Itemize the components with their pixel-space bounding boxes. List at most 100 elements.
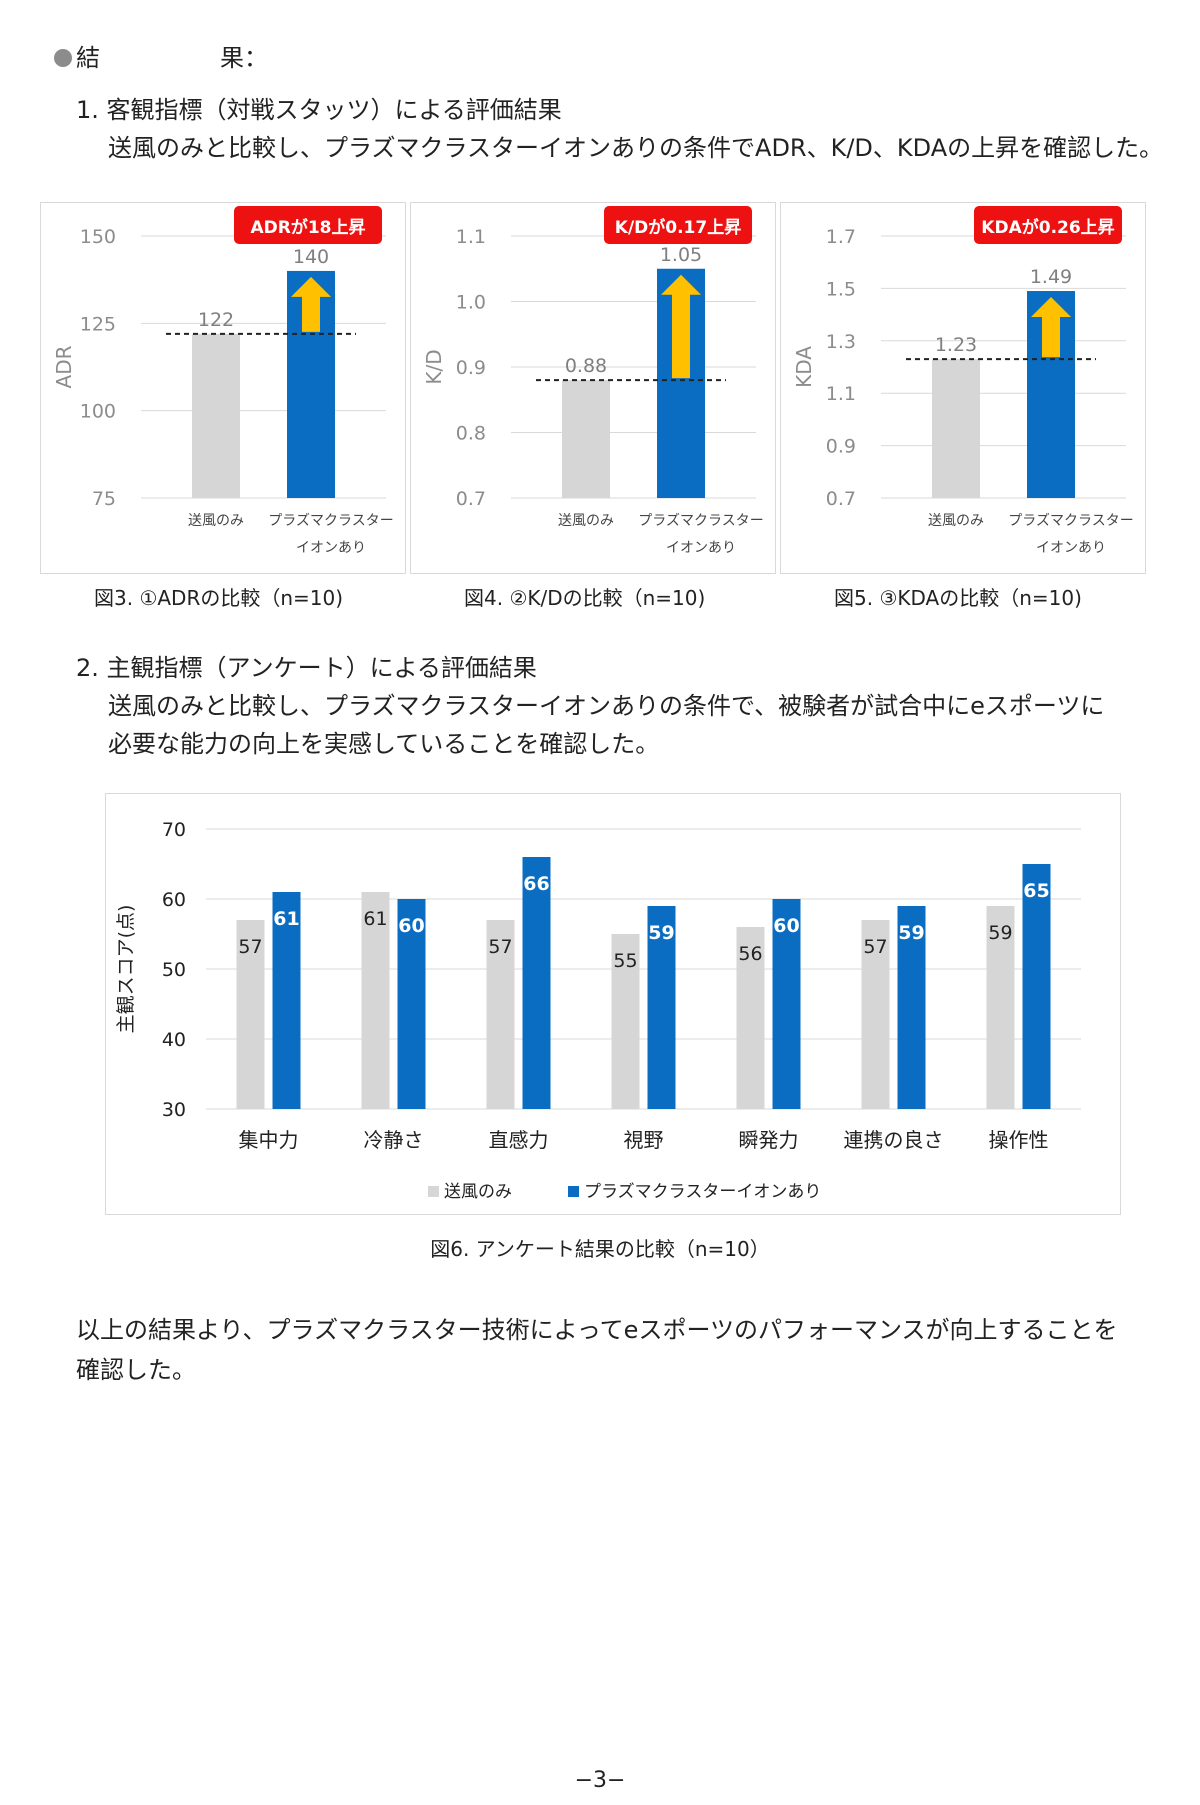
y-axis-title: K/D (422, 349, 446, 384)
figure6-caption: 図6. アンケート結果の比較（n=10） (430, 1237, 770, 1261)
increase-badge-label: KDAが0.26上昇 (981, 217, 1114, 238)
y-tick-label: 60 (162, 889, 186, 911)
x-tick-label: イオンあり (1036, 540, 1106, 556)
kda-chart-frame: 0.7 0.9 1.1 1.3 1.5 1.7 KDA 1.23 1.49 送風のみ プラズマクラス… (780, 202, 1146, 574)
y-tick-label: 70 (162, 819, 186, 841)
x-tick-label: 送風のみ (558, 513, 614, 529)
bar-baseline (361, 892, 390, 1109)
x-tick-label: 直感力 (489, 1128, 549, 1152)
bar-plasmacluster (772, 899, 801, 1109)
x-tick-label: プラズマクラスター (1008, 513, 1133, 529)
page-number: −3− (574, 1768, 626, 1793)
y-tick-label: 0.7 (456, 488, 486, 510)
bullet-dot (54, 49, 72, 67)
y-axis-title: KDA (792, 346, 816, 388)
increase-badge (234, 206, 382, 244)
x-tick-label: 送風のみ (928, 513, 984, 529)
conclusion-line2: 確認した。 (76, 1356, 196, 1384)
survey-chart: 30 40 50 60 70 主観スコア(点) 57 61 集中力 61 60 冷静さ 57 66 直感力 5… (115, 819, 1081, 1202)
results-heading-label: 結 (76, 44, 100, 72)
x-tick-label: 送風のみ (188, 513, 244, 529)
increase-badge (974, 206, 1122, 244)
value-label-plasmacluster: 60 (773, 915, 799, 937)
value-label-plasmacluster: 59 (898, 922, 924, 944)
results-heading: 結 果： (54, 38, 268, 73)
y-tick-label: 1.0 (456, 292, 486, 314)
increase-badge-label: ADRが18上昇 (250, 217, 365, 238)
increase-arrow (291, 276, 331, 332)
bar-baseline (986, 906, 1015, 1109)
bar-baseline (861, 920, 890, 1109)
value-label-baseline: 122 (198, 309, 234, 331)
adr-chart: 75 100 125 150 ADR 122 140 送風のみ プラズマクラスターイオンあり AD… (52, 206, 394, 556)
y-tick-label: 1.7 (826, 226, 856, 248)
value-label-baseline: 57 (238, 936, 262, 958)
section2-body-line2: 必要な能力の向上を実感していることを確認した。 (108, 730, 660, 758)
legend-label-baseline: 送風のみ (444, 1182, 512, 1202)
section1-title: 1. 客観指標（対戦スタッツ）による評価結果 (76, 96, 562, 124)
y-tick-label: 1.1 (826, 383, 856, 405)
bar-plasmacluster (397, 899, 426, 1109)
value-label-baseline: 56 (738, 943, 762, 965)
bar-plasmacluster (1022, 864, 1051, 1109)
y-tick-label: 125 (80, 313, 116, 335)
x-tick-label: プラズマクラスター (638, 513, 763, 529)
bar-baseline (611, 934, 640, 1109)
bar-baseline (932, 359, 980, 498)
bar-plasmacluster (522, 857, 551, 1109)
bar-baseline (236, 920, 265, 1109)
increase-arrow (661, 274, 701, 379)
x-tick-label: 視野 (624, 1128, 664, 1152)
value-label-plasmacluster: 1.05 (660, 244, 702, 266)
increase-badge (604, 206, 752, 244)
figure3-caption: 図3. ①ADRの比較（n=10) (94, 586, 344, 610)
value-label-plasmacluster: 59 (648, 922, 674, 944)
y-tick-label: 0.9 (826, 436, 856, 458)
legend-swatch-plasmacluster (568, 1186, 579, 1197)
legend-swatch-baseline (428, 1186, 439, 1197)
survey-chart-frame: 30 40 50 60 70 主観スコア(点) 57 61 集中力 61 60 冷静さ 57 66 直感力 5… (105, 793, 1121, 1215)
bar-baseline (486, 920, 515, 1109)
value-label-baseline: 1.23 (935, 334, 977, 356)
section2-title: 2. 主観指標（アンケート）による評価結果 (76, 654, 537, 682)
y-axis-title: 主観スコア(点) (115, 905, 137, 1034)
x-tick-label: 集中力 (239, 1128, 299, 1152)
y-tick-label: 100 (80, 401, 116, 423)
y-tick-label: 75 (92, 488, 116, 510)
adr-chart-frame: 75 100 125 150 ADR 122 140 送風のみ プラズマクラスター イオンあり AD… (40, 202, 406, 574)
y-tick-label: 50 (162, 959, 186, 981)
value-label-baseline: 59 (988, 922, 1012, 944)
x-tick-label: 冷静さ (364, 1128, 424, 1152)
y-tick-label: 40 (162, 1029, 186, 1051)
figure4-caption: 図4. ②K/Dの比較（n=10) (464, 586, 706, 610)
value-label-plasmacluster: 61 (273, 908, 299, 930)
legend-label-plasmacluster: プラズマクラスターイオンあり (584, 1182, 821, 1202)
y-tick-label: 0.8 (456, 423, 486, 445)
y-tick-label: 0.9 (456, 357, 486, 379)
y-tick-label: 1.3 (826, 331, 856, 353)
value-label-plasmacluster: 66 (523, 873, 549, 895)
kda-chart: 0.7 0.9 1.1 1.3 1.5 1.7 KDA 1.23 1.49 送風のみ プラズマクラス… (792, 206, 1134, 556)
kd-chart: 0.7 0.8 0.9 1.0 1.1 K/D 0.88 1.05 送風のみ プラズマクラスターイ… (422, 206, 764, 556)
x-tick-label: プラズマクラスター (268, 513, 393, 529)
figure5-caption: 図5. ③KDAの比較（n=10) (834, 586, 1082, 610)
y-axis-title: ADR (52, 345, 76, 388)
bar-baseline (736, 927, 765, 1109)
conclusion-line1: 以上の結果より、プラズマクラスター技術によってeスポーツのパフォーマンスが向上す… (76, 1316, 1118, 1344)
kd-chart-frame: 0.7 0.8 0.9 1.0 1.1 K/D 0.88 1.05 送風のみ プラズマクラスターイ… (410, 202, 776, 574)
y-tick-label: 0.7 (826, 488, 856, 510)
x-tick-label: 連携の良さ (844, 1128, 944, 1152)
x-tick-label: イオンあり (296, 540, 366, 556)
value-label-baseline: 0.88 (565, 355, 607, 377)
bar-baseline (192, 333, 240, 498)
value-label-plasmacluster: 1.49 (1030, 266, 1072, 288)
value-label-baseline: 57 (863, 936, 887, 958)
y-tick-label: 150 (80, 226, 116, 248)
x-tick-label: イオンあり (666, 540, 736, 556)
bar-plasmacluster (647, 906, 676, 1109)
y-tick-label: 1.5 (826, 278, 856, 300)
value-label-plasmacluster: 60 (398, 915, 424, 937)
value-label-baseline: 61 (363, 908, 387, 930)
y-tick-label: 30 (162, 1099, 186, 1121)
value-label-baseline: 57 (488, 936, 512, 958)
